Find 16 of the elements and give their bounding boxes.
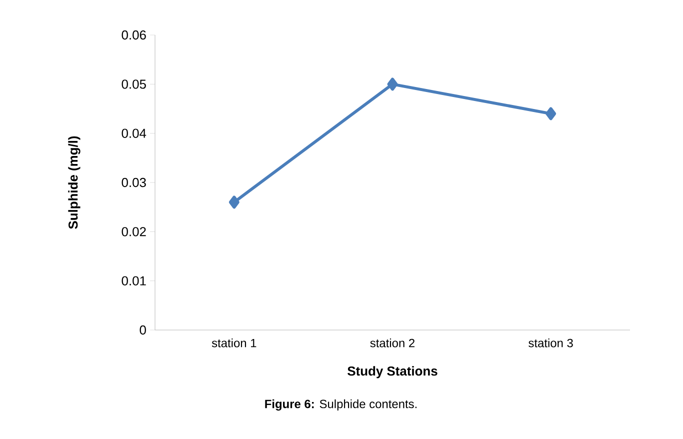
y-tick-label: 0.01 xyxy=(122,276,146,286)
y-axis-title: Sulphide (mg/l) xyxy=(68,136,80,229)
y-tick-label: 0.06 xyxy=(122,30,146,40)
y-tick-label: 0.04 xyxy=(122,128,146,138)
y-tick-label: 0 xyxy=(140,325,146,335)
text: Figure 6: Sulphide contents. xyxy=(265,399,417,411)
y-tick-label: 0.05 xyxy=(122,80,146,89)
x-tick-label: station 1 xyxy=(212,338,256,348)
point xyxy=(387,78,398,91)
x-tick-label: station 2 xyxy=(370,338,414,348)
y-tick-label: 0.03 xyxy=(122,178,146,188)
x-tick-label: station 3 xyxy=(528,338,573,348)
x-axis-title: Study Stations xyxy=(348,366,438,378)
point xyxy=(228,196,240,209)
y-tick-label: 0.02 xyxy=(122,227,146,236)
point xyxy=(546,107,556,120)
